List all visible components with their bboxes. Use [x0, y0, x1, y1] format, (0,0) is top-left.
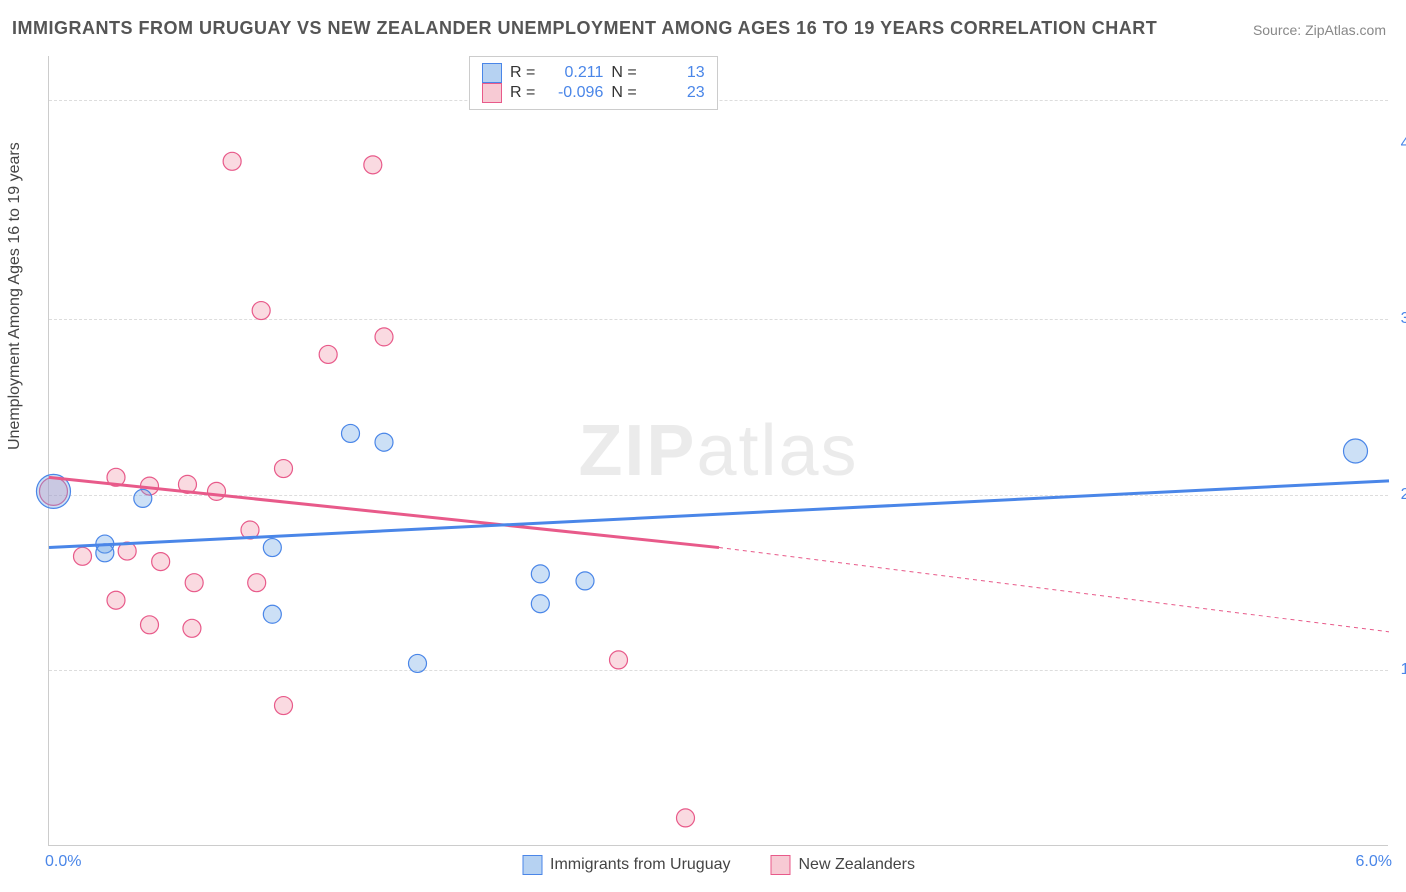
legend-label: New Zealanders [799, 856, 916, 874]
y-tick-label: 10.0% [1401, 661, 1406, 679]
r-label: R = [510, 84, 535, 102]
source-attribution: Source: ZipAtlas.com [1253, 22, 1386, 38]
n-label: N = [611, 64, 636, 82]
data-point [1344, 439, 1368, 463]
y-axis-label: Unemployment Among Ages 16 to 19 years [6, 142, 24, 450]
r-label: R = [510, 64, 535, 82]
data-point [531, 565, 549, 583]
scatter-plot [49, 56, 1388, 845]
data-point [248, 574, 266, 592]
legend-item: Immigrants from Uruguay [522, 855, 731, 875]
data-point [364, 156, 382, 174]
data-point [319, 345, 337, 363]
data-point [375, 328, 393, 346]
data-point [134, 489, 152, 507]
data-point [275, 460, 293, 478]
data-point [342, 424, 360, 442]
swatch-icon [482, 83, 502, 103]
data-point [74, 547, 92, 565]
data-point [141, 616, 159, 634]
y-tick-label: 20.0% [1401, 486, 1406, 504]
trend-line [719, 548, 1389, 632]
data-point [152, 553, 170, 571]
data-point [223, 152, 241, 170]
legend-label: Immigrants from Uruguay [550, 856, 731, 874]
trend-line [49, 477, 719, 547]
data-point [375, 433, 393, 451]
y-tick-label: 30.0% [1401, 310, 1406, 328]
data-point [208, 482, 226, 500]
data-point [263, 605, 281, 623]
data-point [576, 572, 594, 590]
y-tick-label: 40.0% [1401, 135, 1406, 153]
swatch-icon [482, 63, 502, 83]
data-point [531, 595, 549, 613]
r-value: 0.211 [543, 64, 603, 82]
chart-area: ZIPatlas 10.0%20.0%30.0%40.0% R = 0.211 … [48, 56, 1388, 846]
x-tick-label: 6.0% [1356, 853, 1392, 871]
data-point [275, 697, 293, 715]
data-point [610, 651, 628, 669]
legend-item: New Zealanders [771, 855, 916, 875]
n-value: 13 [645, 64, 705, 82]
trend-line [49, 481, 1389, 548]
correlation-legend: R = 0.211 N = 13 R = -0.096 N = 23 [469, 56, 718, 110]
x-tick-label: 0.0% [45, 853, 81, 871]
data-point [183, 619, 201, 637]
swatch-icon [771, 855, 791, 875]
n-value: 23 [645, 84, 705, 102]
data-point [263, 539, 281, 557]
chart-title: IMMIGRANTS FROM URUGUAY VS NEW ZEALANDER… [12, 18, 1157, 39]
data-point [185, 574, 203, 592]
correlation-row: R = 0.211 N = 13 [482, 63, 705, 83]
swatch-icon [522, 855, 542, 875]
data-point [252, 302, 270, 320]
r-value: -0.096 [543, 84, 603, 102]
correlation-row: R = -0.096 N = 23 [482, 83, 705, 103]
series-legend: Immigrants from Uruguay New Zealanders [522, 855, 915, 875]
data-point [107, 591, 125, 609]
n-label: N = [611, 84, 636, 102]
data-point [409, 654, 427, 672]
data-point [677, 809, 695, 827]
